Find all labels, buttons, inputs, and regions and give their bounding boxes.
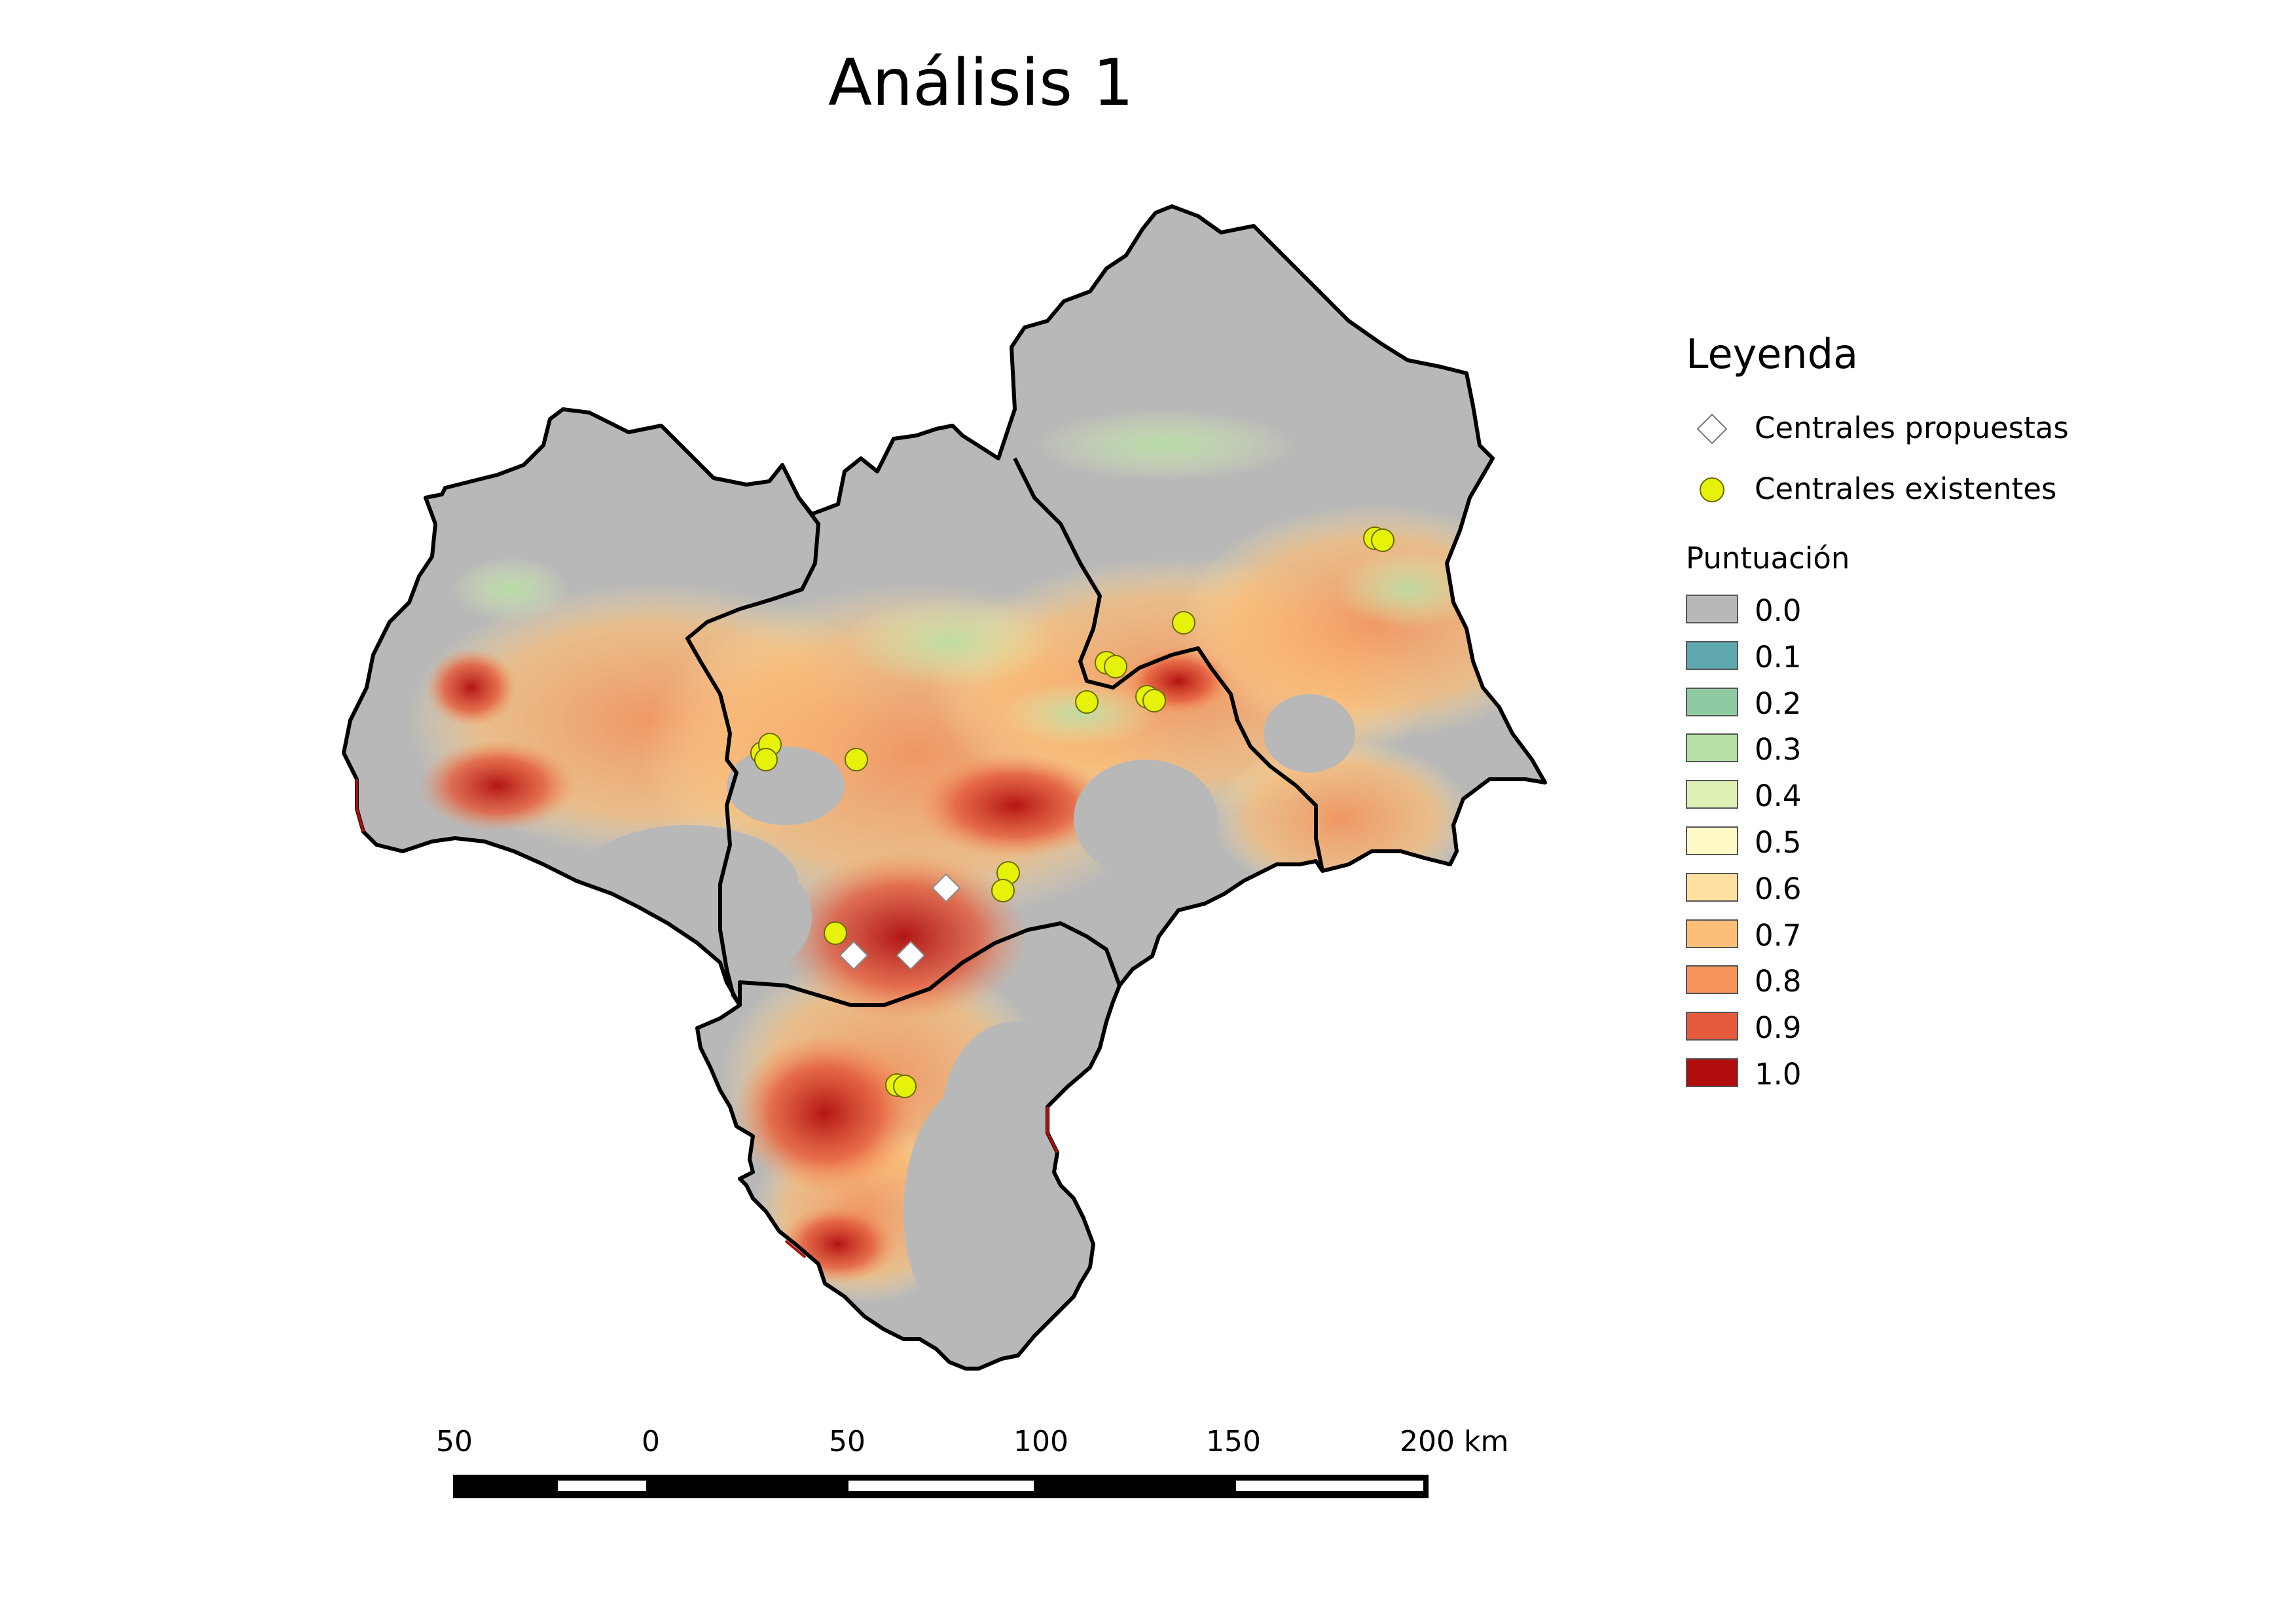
legend-swatch-label: 0.4 — [1755, 779, 1802, 814]
score-legend-title: Puntuación — [1686, 541, 1850, 576]
legend-swatch — [1686, 595, 1738, 623]
scale-bar — [453, 1475, 1429, 1498]
legend-swatch-label: 0.6 — [1755, 871, 1802, 906]
legend-swatch — [1686, 1012, 1738, 1041]
scale-label-100: 100 — [1013, 1425, 1068, 1458]
legend-swatch — [1686, 687, 1738, 716]
legend-swatch — [1686, 733, 1738, 763]
legend-title: Leyenda — [1686, 330, 1859, 378]
existing-plant-marker — [1142, 689, 1166, 712]
legend-swatch-label: 0.2 — [1755, 686, 1802, 721]
map-title: Análisis 1 — [828, 46, 1134, 120]
legend-swatch — [1686, 640, 1738, 670]
legend-swatch — [1686, 872, 1738, 902]
existing-plant-marker — [754, 748, 778, 771]
existing-plant-marker — [893, 1075, 917, 1098]
legend-swatch — [1686, 780, 1738, 809]
existing-plant-marker — [991, 879, 1015, 902]
scale-label-50: 50 — [829, 1425, 866, 1458]
existing-plant-marker — [1075, 690, 1099, 714]
proposed-plant-marker — [931, 873, 961, 903]
proposed-plants — [839, 873, 961, 970]
legend-swatch — [1686, 965, 1738, 995]
legend-swatch-label: 0.9 — [1755, 1010, 1802, 1046]
legend-swatch-label: 0.7 — [1755, 917, 1802, 953]
existing-plant-marker — [824, 921, 847, 945]
yellow-circle-icon — [1700, 477, 1724, 502]
proposed-plant-marker — [896, 940, 926, 970]
white-diamond-icon — [1696, 413, 1728, 445]
existing-plant-marker — [1371, 528, 1394, 552]
existing-plant-marker — [845, 748, 868, 771]
scale-label-0: 0 — [642, 1425, 660, 1458]
legend-swatch — [1686, 1058, 1738, 1087]
legend-swatch-label: 0.3 — [1755, 732, 1802, 767]
scale-label-150: 150 — [1206, 1425, 1261, 1458]
coastline — [355, 779, 1059, 1259]
existing-plant-marker — [1172, 611, 1195, 635]
legend-swatch-label: 1.0 — [1755, 1057, 1802, 1092]
legend-swatch-label: 0.8 — [1755, 964, 1802, 999]
existing-plant-marker — [1104, 655, 1127, 678]
proposed-plant-marker — [839, 940, 869, 970]
legend-item-existing: Centrales existentes — [1686, 470, 2056, 509]
legend-swatch-label: 0.5 — [1755, 825, 1802, 860]
legend-swatch-label: 0.1 — [1755, 639, 1802, 674]
scale-label-200km: 200 km — [1400, 1425, 1509, 1458]
province-borders — [342, 204, 1547, 1371]
legend-label-existing: Centrales existentes — [1755, 471, 2057, 506]
existing-plants — [750, 526, 1394, 1098]
legend-item-proposed: Centrales propuestas — [1686, 409, 2069, 449]
legend-swatch-label: 0.0 — [1755, 593, 1802, 628]
legend-swatch — [1686, 826, 1738, 855]
legend-label-proposed: Centrales propuestas — [1755, 411, 2069, 445]
scale-label-neg50: 50 — [436, 1425, 473, 1458]
legend-swatch — [1686, 919, 1738, 948]
